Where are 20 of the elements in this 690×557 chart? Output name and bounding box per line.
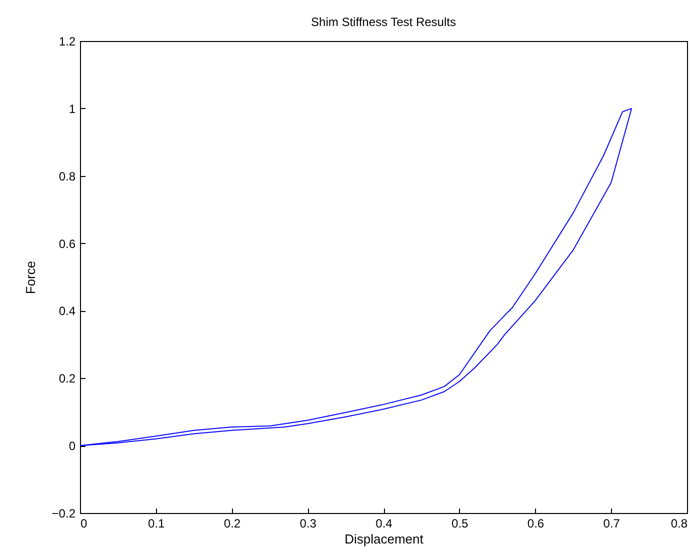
y-tick-label: −0.2 bbox=[52, 506, 76, 520]
x-tick-label: 0.3 bbox=[300, 516, 317, 530]
x-tick-label: 0.5 bbox=[452, 516, 469, 530]
y-axis-title: Force bbox=[22, 260, 38, 294]
y-tick-label: 1 bbox=[68, 102, 76, 116]
y-tick-label: 0.6 bbox=[58, 236, 76, 251]
y-tick-label: 0.8 bbox=[58, 169, 76, 184]
chart-title: Shim Stiffness Test Results bbox=[311, 15, 456, 29]
x-tick-label: 0.8 bbox=[670, 516, 688, 530]
x-tick-label: 0.1 bbox=[148, 516, 166, 530]
y-tick-label: 0.4 bbox=[58, 304, 76, 318]
y-tick-label: 0 bbox=[68, 439, 76, 454]
x-tick-label: 0.7 bbox=[603, 516, 620, 530]
y-tick-label: 1.2 bbox=[58, 34, 76, 48]
x-tick-label: 0.2 bbox=[224, 516, 241, 530]
x-axis-title: Displacement bbox=[344, 532, 424, 546]
x-tick-label: 0.6 bbox=[527, 516, 544, 530]
y-tick-label: 0.2 bbox=[58, 372, 76, 386]
x-tick-label: 0 bbox=[80, 516, 88, 530]
x-tick-label: 0.4 bbox=[376, 516, 393, 530]
